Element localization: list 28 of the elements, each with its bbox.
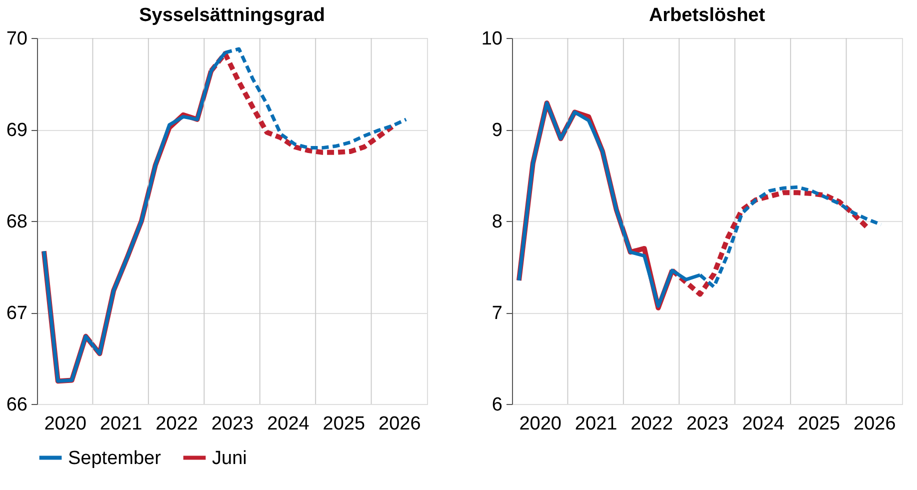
x-tick-label: 2026 xyxy=(854,414,896,434)
y-tick-label: 9 xyxy=(492,120,502,141)
y-tick-label: 69 xyxy=(6,120,28,141)
x-tick-label: 2024 xyxy=(742,414,785,434)
y-tick-label: 7 xyxy=(492,303,502,324)
y-tick-label: 6 xyxy=(492,394,502,416)
x-tick-label: 2022 xyxy=(156,414,198,434)
y-tick-label: 67 xyxy=(6,303,28,324)
chart-title: Sysselsättningsgrad xyxy=(139,5,325,26)
y-tick-label: 70 xyxy=(6,28,28,50)
x-tick-label: 2023 xyxy=(686,414,729,434)
y-tick-label: 66 xyxy=(6,394,28,416)
x-tick-label: 2023 xyxy=(211,414,254,434)
x-tick-label: 2020 xyxy=(519,414,562,434)
y-tick-label: 8 xyxy=(492,212,502,232)
legend-label: Juni xyxy=(212,448,247,469)
x-tick-label: 2025 xyxy=(322,414,366,434)
x-tick-label: 2022 xyxy=(630,414,673,434)
y-tick-label: 10 xyxy=(481,28,502,50)
x-tick-label: 2020 xyxy=(44,414,86,434)
x-tick-label: 2026 xyxy=(378,414,421,434)
x-tick-label: 2021 xyxy=(574,414,618,434)
legend-label: September xyxy=(68,448,162,469)
x-tick-label: 2025 xyxy=(798,414,840,434)
chart-title: Arbetslöshet xyxy=(648,5,766,26)
y-tick-label: 68 xyxy=(6,212,28,232)
x-tick-label: 2024 xyxy=(267,414,310,434)
x-tick-label: 2021 xyxy=(100,414,142,434)
